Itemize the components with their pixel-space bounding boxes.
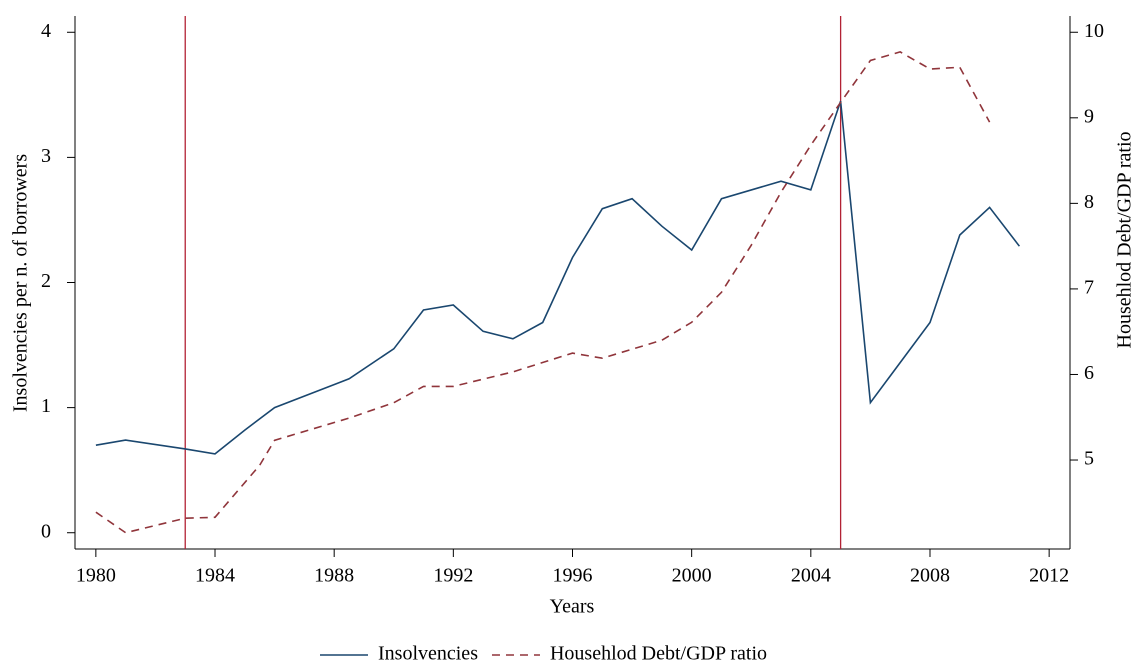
legend-label: Househlod Debt/GDP ratio (550, 643, 767, 665)
y2-tick-label: 7 (1084, 277, 1094, 299)
y-axis-label: Insolvencies per n. of borrowers (10, 154, 32, 412)
y2-tick-label: 9 (1084, 105, 1094, 127)
x-tick-label: 1992 (433, 565, 473, 587)
x-tick-label: 2004 (791, 565, 831, 587)
x-tick-label: 1996 (553, 565, 593, 587)
x-tick-label: 2012 (1029, 565, 1069, 587)
x-tick-label: 2000 (672, 565, 712, 587)
x-tick-label: 1988 (314, 565, 354, 587)
y2-tick-label: 8 (1084, 191, 1094, 213)
y-tick-label: 0 (41, 520, 51, 542)
x-tick-label: 1980 (76, 565, 116, 587)
x-tick-label: 1984 (195, 565, 235, 587)
y-tick-label: 2 (41, 270, 51, 292)
x-tick-label: 2008 (910, 565, 950, 587)
legend-label: Insolvencies (378, 643, 478, 665)
x-axis-label: Years (550, 596, 595, 618)
y2-tick-label: 6 (1084, 362, 1094, 384)
data-line (95, 100, 1021, 455)
y2-tick-label: 10 (1084, 20, 1104, 42)
y-tick-label: 3 (41, 145, 51, 167)
data-line (95, 51, 991, 534)
y-tick-label: 4 (41, 20, 51, 42)
y2-axis-label: Househlod Debt/GDP ratio (1114, 131, 1136, 348)
y2-tick-label: 5 (1084, 448, 1094, 470)
y-tick-label: 1 (41, 395, 51, 417)
